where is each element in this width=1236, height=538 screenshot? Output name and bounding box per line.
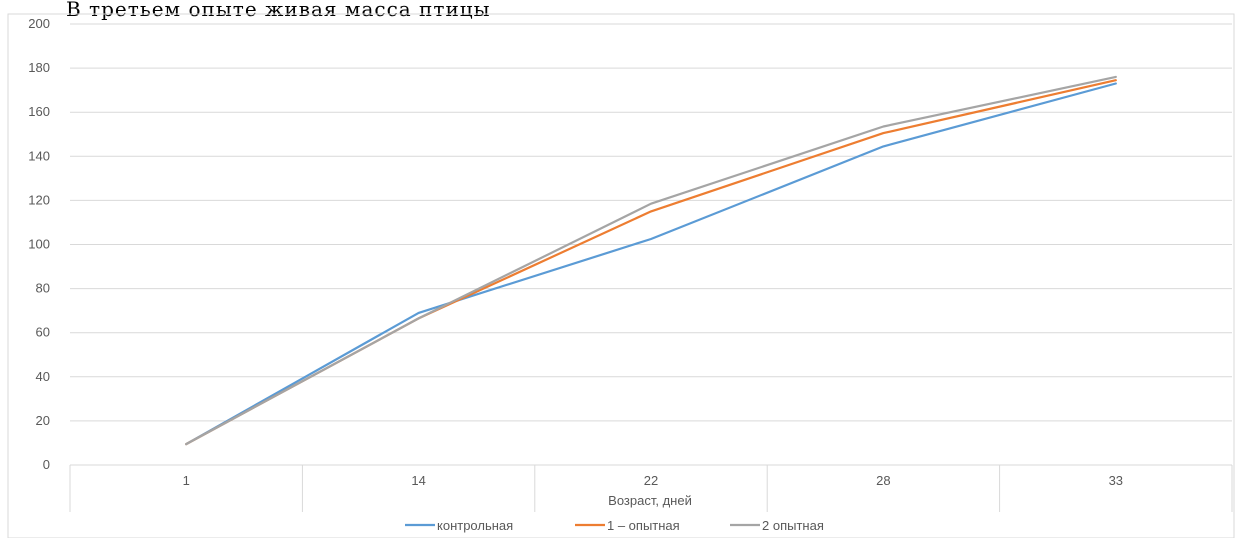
x-tick-label: 28 (876, 473, 890, 488)
series-line-3 (185, 75, 1117, 446)
x-axis-tick-labels: 1 14 22 28 33 (183, 473, 1123, 488)
legend: контрольная 1 – опытная 2 опытная (405, 518, 824, 533)
y-tick-label: 160 (28, 104, 50, 119)
series-lines (185, 75, 1117, 446)
y-tick-label: 180 (28, 60, 50, 75)
series-line-1 (185, 82, 1117, 446)
y-tick-label: 100 (28, 237, 50, 252)
gridlines (70, 23, 1232, 466)
y-tick-label: 140 (28, 148, 50, 163)
x-category-dividers (69, 465, 1233, 512)
legend-label: 2 опытная (762, 518, 824, 533)
y-tick-label: 60 (36, 325, 50, 340)
y-tick-label: 80 (36, 281, 50, 296)
y-tick-label: 0 (43, 457, 50, 472)
y-tick-label: 40 (36, 369, 50, 384)
y-axis-tick-labels: 0 20 40 60 80 100 120 140 160 180 200 (28, 16, 50, 472)
top-text: В третьем опыте живая масса птицы (66, 0, 491, 21)
legend-label: 1 – опытная (607, 518, 680, 533)
y-tick-label: 200 (28, 16, 50, 31)
x-tick-label: 22 (644, 473, 658, 488)
chart-border (7, 13, 1235, 538)
x-tick-label: 33 (1109, 473, 1123, 488)
x-tick-label: 1 (183, 473, 190, 488)
legend-label: контрольная (437, 518, 513, 533)
y-tick-label: 120 (28, 192, 50, 207)
x-axis-title: Возраст, дней (608, 493, 692, 508)
y-tick-label: 20 (36, 413, 50, 428)
x-tick-label: 14 (411, 473, 425, 488)
